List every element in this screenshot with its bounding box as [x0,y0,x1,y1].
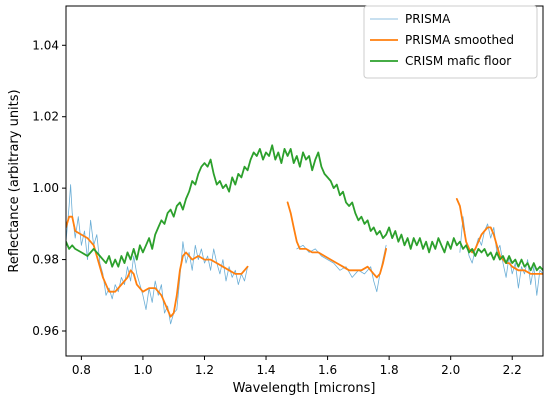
legend-label: CRISM mafic floor [405,54,511,68]
series-line-1-segment-0 [66,215,249,318]
x-axis-label: Wavelength [microns] [233,381,376,396]
x-tick-label: 1.6 [318,363,337,377]
y-tick-label: 1.00 [32,181,59,195]
series-line-2-segment-0 [66,144,543,272]
legend-label: PRISMA [405,12,451,26]
legend-label: PRISMA smoothed [405,33,514,47]
x-tick-label: 1.0 [133,363,152,377]
x-tick-label: 1.8 [380,363,399,377]
plot-frame [65,5,544,357]
y-tick-label: 1.02 [32,110,59,124]
y-tick-label: 0.96 [32,324,59,338]
legend-box [363,5,538,79]
y-axis: 0.96 0.98 1.00 1.02 1.04 [32,38,66,338]
y-tick-label: 1.04 [32,38,59,52]
x-tick-label: 1.2 [195,363,214,377]
x-tick-label: 2.0 [441,363,460,377]
x-tick-label: 2.2 [503,363,522,377]
x-tick-label: 1.4 [256,363,275,377]
series-line-1-segment-2 [455,198,543,275]
series-line-0-segment-1 [296,244,387,293]
series-layer [66,144,543,325]
y-tick-label: 0.98 [32,253,59,267]
legend: PRISMA PRISMA smoothed CRISM mafic floor [363,5,538,79]
x-tick-label: 0.8 [72,363,91,377]
series-line-1-segment-1 [286,201,387,279]
y-axis-label: Reflectance (arbitrary units) [7,89,22,272]
x-axis: 0.8 1.0 1.2 1.4 1.6 1.8 2.0 2.2 [72,356,522,377]
